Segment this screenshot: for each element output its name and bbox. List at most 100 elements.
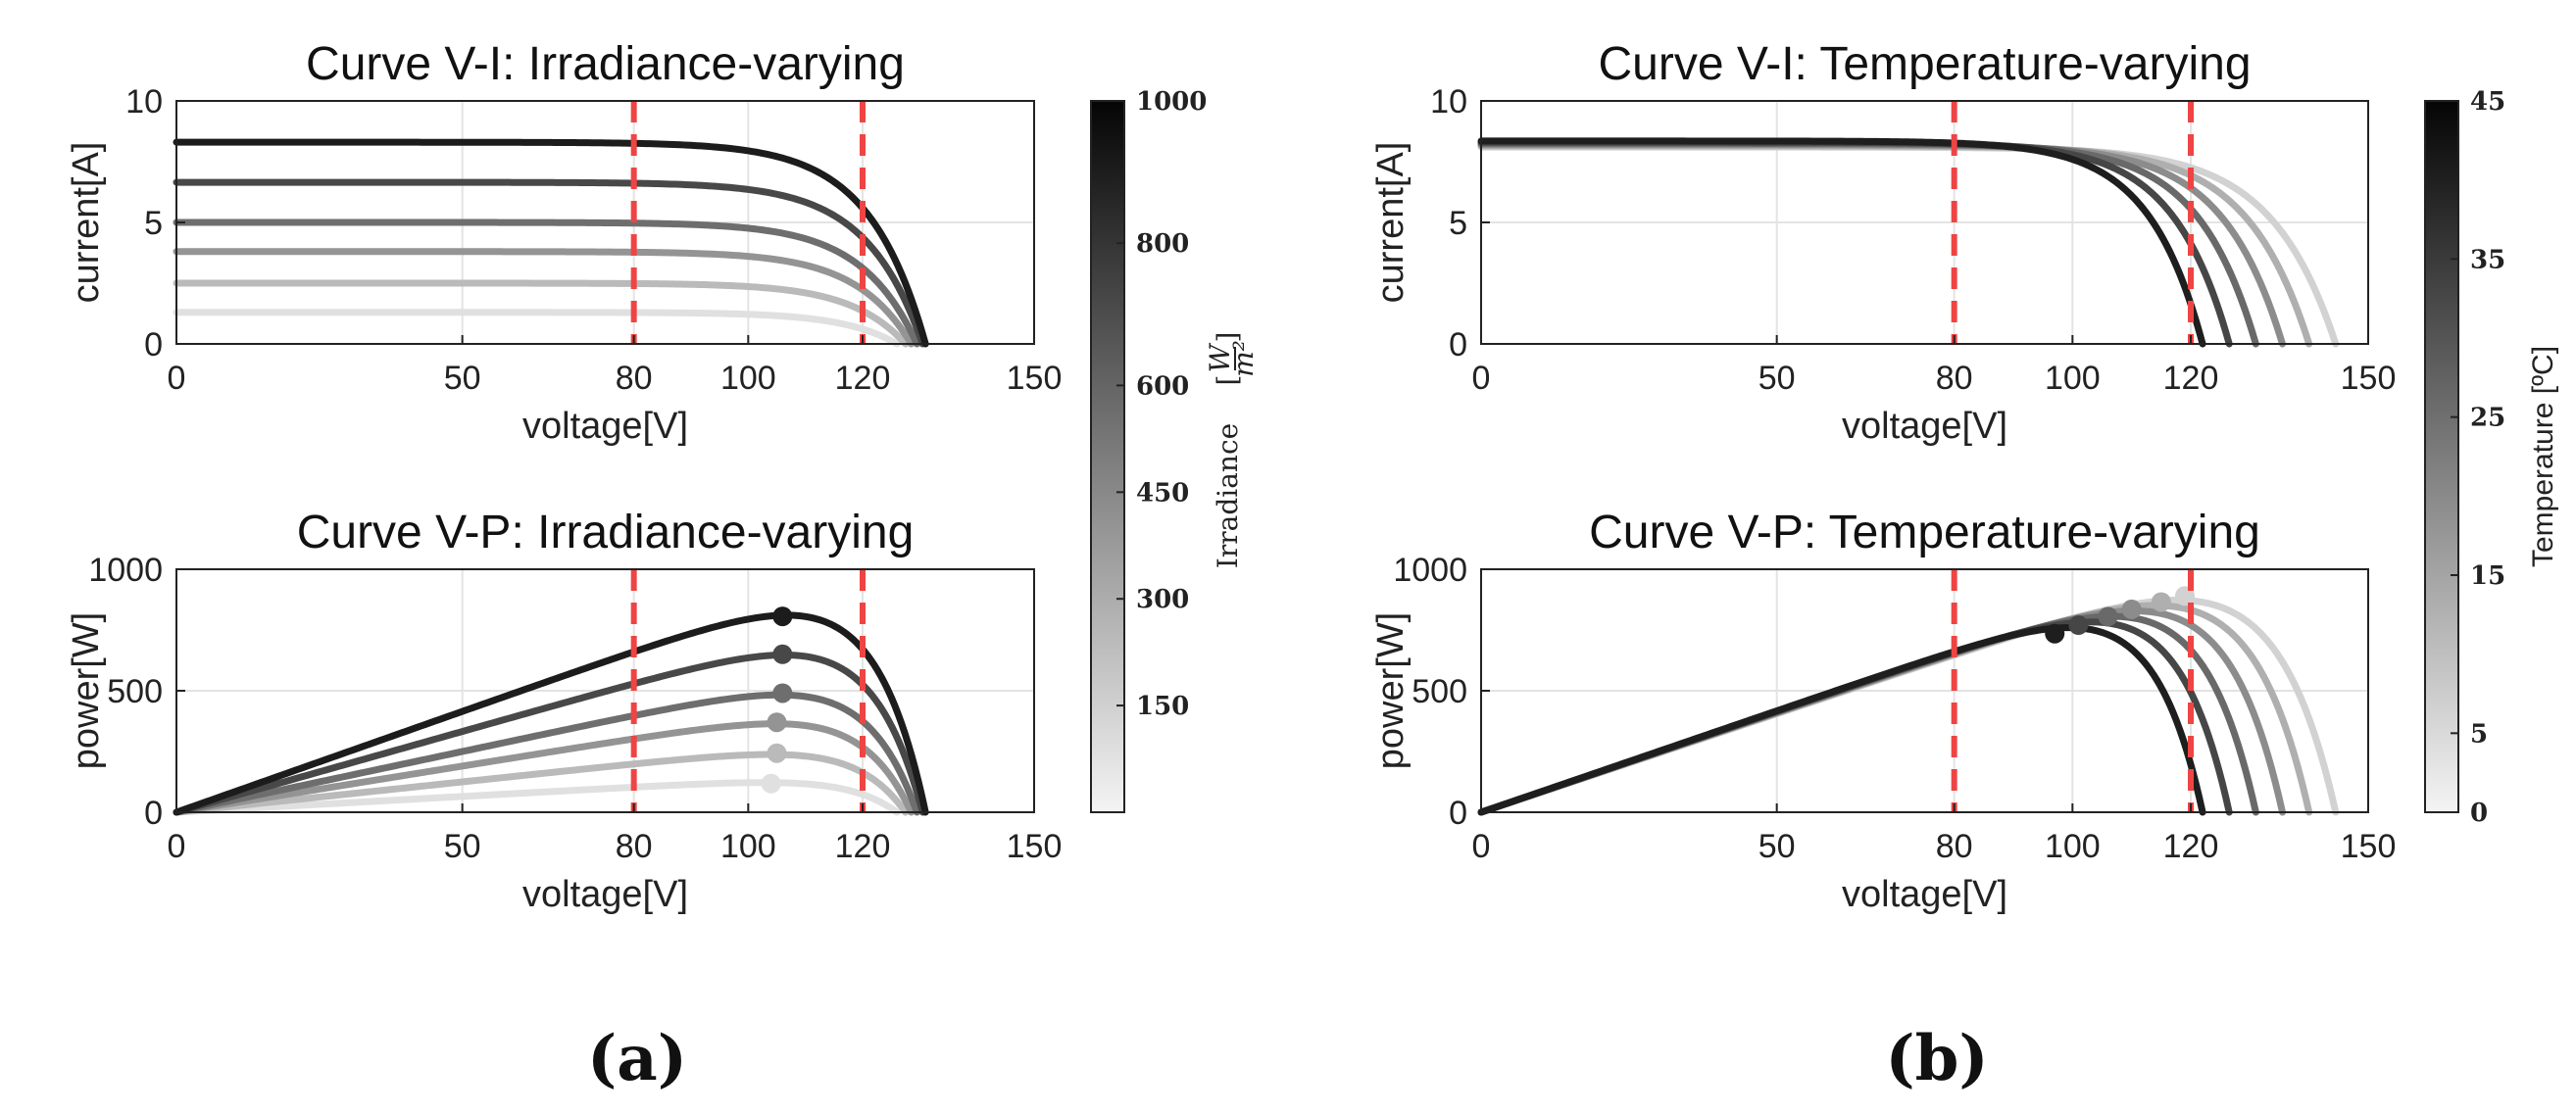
series-line-36 [1477, 618, 2233, 816]
mpp-point-9 [2151, 592, 2171, 612]
series-line-9 [1477, 602, 2313, 816]
chart-title: Curve V-I: Irradiance-varying [306, 38, 905, 90]
colorbar-tick-label: 800 [1136, 229, 1189, 259]
colorbar-irradiance: 1000 800 600 450 300 150 Irradiance [ Wm²] [1090, 87, 1260, 813]
series-line-600 [173, 218, 920, 348]
series-line-27 [1477, 139, 2259, 348]
mpp-point-600 [772, 683, 793, 703]
colorbar-tick-label: 45 [2470, 87, 2505, 117]
colorbar-tick-label: 0 [2470, 799, 2488, 828]
chart-vp-irr: 0 50 80 100 120 150 0 500 1000 Curve V-P: Irradia… [66, 507, 1062, 915]
series-line-27 [1477, 612, 2259, 816]
x-tick-label: 100 [720, 360, 776, 397]
x-tick-label: 80 [1936, 360, 1973, 397]
x-tick-label: 0 [168, 360, 186, 397]
mpp-point-1000 [772, 606, 793, 627]
mpp-point-450 [767, 712, 787, 733]
x-axis-label: voltage[V] [522, 874, 688, 915]
series-group [173, 138, 929, 348]
panel-label-a: (a) [587, 1022, 687, 1095]
x-tick-label: 80 [616, 828, 653, 865]
chart-title: Curve V-P: Temperature-varying [1589, 507, 2260, 558]
mpp-point-18 [2121, 599, 2142, 619]
y-tick-label: 0 [144, 795, 163, 832]
series-line-9 [1477, 142, 2313, 348]
y-tick-label: 5 [144, 205, 163, 242]
series-line-18 [1477, 606, 2287, 816]
colorbar-tick-label: 450 [1136, 478, 1189, 508]
mpp-point-300 [767, 743, 787, 763]
x-tick-label: 0 [1472, 828, 1491, 865]
x-tick-label: 80 [1936, 828, 1973, 865]
grid-lines [1481, 101, 2368, 344]
colorbar-tick-label: 15 [2470, 561, 2505, 591]
series-group [173, 611, 929, 816]
x-tick-label: 50 [444, 360, 481, 397]
mpp-markers [2045, 586, 2195, 644]
mpp-point-0 [2174, 586, 2195, 606]
x-tick-label: 100 [2045, 360, 2101, 397]
x-tick-label: 100 [720, 828, 776, 865]
colorbar-temperature-bar [2424, 100, 2459, 813]
series-line-1000 [173, 138, 929, 348]
colorbar-irradiance-unit-den: m² [1227, 340, 1260, 377]
series-line-450 [173, 248, 916, 348]
x-tick-label: 0 [168, 828, 186, 865]
mpp-point-800 [772, 644, 793, 664]
series-line-200 [173, 309, 901, 348]
series-line-45 [1477, 137, 2206, 348]
colorbar-tick-label: 600 [1136, 371, 1189, 401]
colorbar-irradiance-title: Irradiance [1212, 423, 1244, 568]
y-tick-label: 5 [1449, 205, 1467, 242]
mpp-markers [761, 606, 793, 794]
mpp-point-45 [2045, 623, 2065, 644]
x-tick-label: 150 [1007, 828, 1063, 865]
y-tick-label: 0 [1449, 326, 1467, 364]
grid-lines [1481, 569, 2368, 812]
chart-title: Curve V-I: Temperature-varying [1598, 38, 2251, 90]
colorbar-tick-label: 5 [2470, 719, 2488, 749]
colorbar-tick-label: 150 [1136, 692, 1189, 721]
x-tick-label: 120 [2163, 828, 2219, 865]
x-tick-label: 50 [444, 828, 481, 865]
colorbar-irradiance-unit-num: W [1204, 342, 1236, 372]
series-line-600 [173, 691, 920, 816]
series-line-0 [1477, 597, 2340, 816]
mpp-point-200 [761, 773, 781, 794]
y-tick-label: 500 [107, 673, 163, 710]
y-axis-label: power[W] [66, 612, 107, 769]
y-tick-label: 1000 [1393, 552, 1467, 589]
colorbar-tick-label: 1000 [1136, 87, 1207, 117]
colorbar-tick-label: 25 [2470, 404, 2505, 433]
y-axis-label: current[A] [66, 142, 107, 304]
x-tick-label: 50 [1759, 828, 1796, 865]
x-axis-label: voltage[V] [522, 406, 688, 447]
x-tick-label: 150 [2341, 828, 2397, 865]
x-tick-label: 0 [1472, 360, 1491, 397]
chart-vi-temp: 0 50 80 100 120 150 0 5 10 Curve V-I: Temperature… [1370, 38, 2396, 447]
series-line-800 [173, 651, 926, 816]
y-tick-label: 10 [1430, 83, 1467, 121]
mpp-point-27 [2098, 606, 2118, 627]
x-tick-label: 120 [835, 360, 891, 397]
series-line-0 [1477, 143, 2340, 348]
mpp-point-36 [2068, 615, 2089, 636]
chart-vi-irr: 0 50 80 100 120 150 0 5 10 Curve V-I: Irradiance-… [66, 38, 1062, 447]
series-group [1477, 597, 2340, 816]
chart-title: Curve V-P: Irradiance-varying [297, 507, 915, 558]
series-line-36 [1477, 138, 2233, 348]
colorbar-irradiance-bracket-left: [ [1212, 375, 1244, 386]
y-tick-label: 500 [1412, 673, 1467, 710]
series-group [1477, 137, 2340, 348]
series-line-450 [173, 720, 916, 816]
y-tick-label: 0 [144, 326, 163, 364]
x-axis-label: voltage[V] [1842, 874, 2007, 915]
chart-vp-temp: 0 50 80 100 120 150 0 500 1000 Curve V-P: Tempera… [1370, 507, 2396, 915]
y-axis-label: power[W] [1370, 612, 1412, 769]
colorbar-irradiance-bracket-right: ] [1212, 332, 1244, 343]
x-tick-label: 120 [2163, 360, 2219, 397]
colorbar-tick-label: 300 [1136, 585, 1189, 614]
colorbar-temperature-label: Temperature [ºC] [2527, 346, 2559, 567]
y-axis-label: current[A] [1370, 142, 1412, 304]
